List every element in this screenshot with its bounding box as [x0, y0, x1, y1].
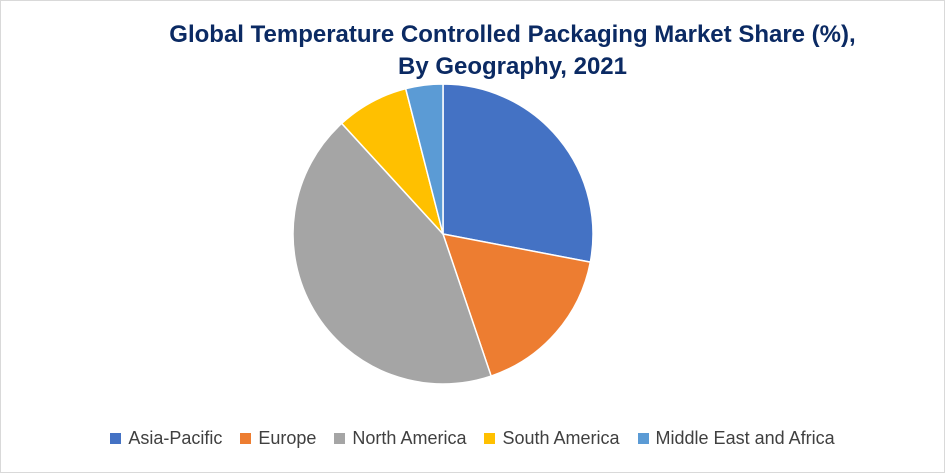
chart-title-line-1: Global Temperature Controlled Packaging … — [169, 21, 856, 48]
chart-title-line-2: By Geography, 2021 — [398, 53, 627, 80]
legend-swatch-europe — [240, 433, 252, 444]
chart-legend: Asia-Pacific Europe North America South Ame… — [1, 428, 944, 449]
legend-swatch-middle-east-and-africa — [637, 433, 649, 444]
legend-swatch-south-america — [484, 433, 496, 444]
legend-item-asia-pacific: Asia-Pacific — [110, 428, 222, 449]
legend-label-middle-east-and-africa: Middle East and Africa — [655, 428, 835, 448]
legend-item-middle-east-and-africa: Middle East and Africa — [637, 428, 835, 449]
pie-slice-middle-east-and-africa — [404, 83, 444, 235]
legend-label-south-america: South America — [502, 428, 620, 448]
legend-swatch-north-america — [334, 433, 346, 444]
legend-item-north-america: North America — [334, 428, 466, 449]
legend-label-north-america: North America — [352, 428, 467, 448]
pie-slice-north-america — [292, 122, 493, 385]
legend-item-europe: Europe — [240, 428, 316, 449]
legend-label-asia-pacific: Asia-Pacific — [128, 428, 223, 448]
chart-title: Global Temperature Controlled Packaging … — [1, 19, 944, 83]
legend-label-europe: Europe — [258, 428, 317, 448]
legend-swatch-asia-pacific — [110, 433, 122, 444]
legend-item-south-america: South America — [484, 428, 620, 449]
pie-slice-asia-pacific — [442, 83, 594, 263]
